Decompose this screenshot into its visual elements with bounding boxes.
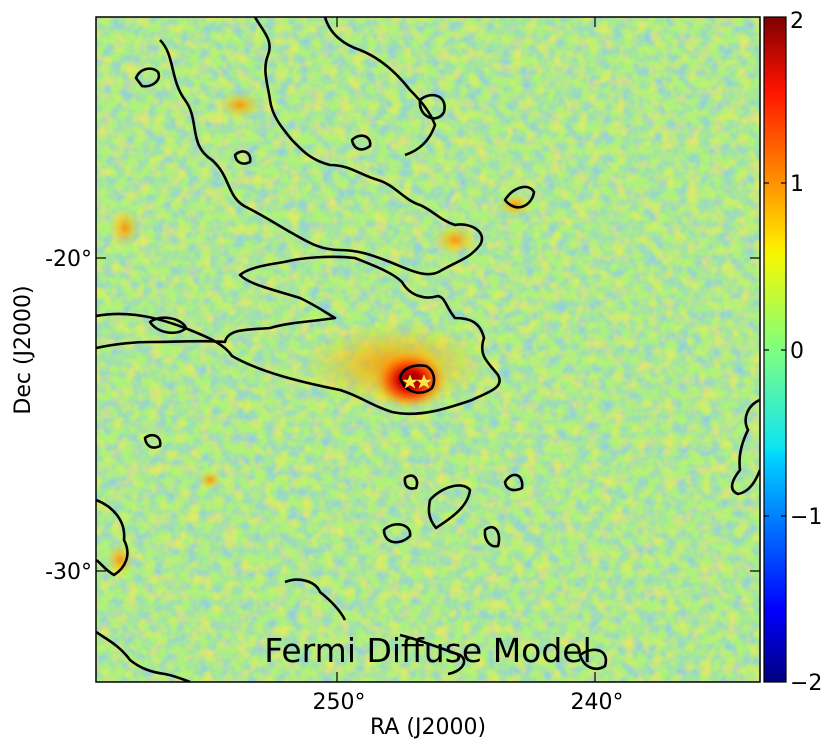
colorbar-tick-label: 0: [790, 339, 804, 364]
y-tick-label: -30°: [45, 560, 92, 585]
contour-blob: [418, 93, 446, 120]
x-tick-label: 250°: [313, 690, 366, 715]
warm-spot: [433, 224, 477, 256]
warm-spot: [109, 208, 141, 248]
colorbar-tick-label: 1: [790, 172, 804, 197]
sky-map: Fermi Diffuse Model: [96, 17, 760, 682]
contour-blob: [503, 185, 536, 209]
map-ticks: [96, 17, 760, 682]
star-marker: [416, 374, 432, 389]
map-title: Fermi Diffuse Model: [264, 631, 592, 670]
y-tick-label: -20°: [45, 247, 92, 272]
map-frame: [95, 16, 761, 683]
contour-blob: [148, 316, 188, 335]
contour-bottom-4: [399, 633, 466, 676]
contour-blob: [96, 498, 129, 577]
warm-spot: [218, 91, 262, 119]
colorbar-tick-label: 2: [790, 9, 804, 34]
contour-upper-2: [323, 17, 437, 157]
warm-spot: [198, 470, 222, 490]
contour-blob: [403, 474, 419, 490]
source-markers: [402, 374, 432, 389]
contour-blob: [134, 67, 161, 88]
x-axis-label: RA (J2000): [370, 715, 486, 740]
contour-bottom-2: [284, 578, 347, 621]
contour-blob: [143, 433, 162, 449]
contour-bottom: [96, 630, 191, 682]
colorbar: 2 1 0 −1 −2: [763, 9, 822, 696]
contour-blob: [503, 473, 524, 492]
colorbar-tick-label: −2: [790, 671, 822, 696]
contour-upper: [159, 17, 484, 276]
contour-blob: [382, 523, 412, 544]
contour-source: [398, 364, 436, 394]
contours: [96, 17, 760, 682]
contour-blob: [350, 134, 372, 151]
contour-right: [730, 398, 760, 496]
contour-blob: [427, 484, 472, 530]
star-marker: [402, 374, 418, 389]
contour-blob: [233, 150, 252, 165]
y-axis-label: Dec (J2000): [11, 285, 36, 414]
colorbar-ticks: [764, 182, 786, 517]
contour-bottom-3: [578, 648, 608, 670]
colorbar-tick-label: −1: [790, 505, 822, 530]
x-tick-label: 240°: [571, 690, 624, 715]
contour-blob: [483, 525, 501, 548]
contour-main: [96, 255, 501, 416]
